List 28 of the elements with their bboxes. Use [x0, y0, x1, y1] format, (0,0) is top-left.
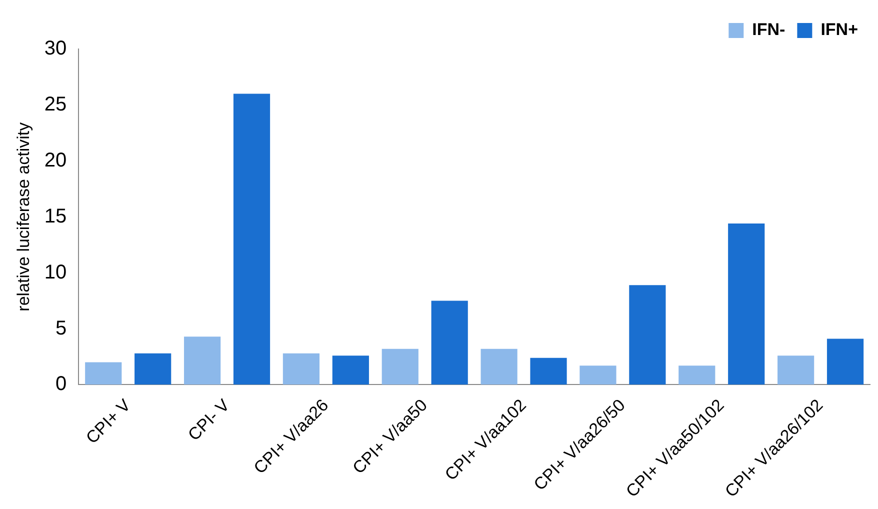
legend-label: IFN-: [752, 20, 786, 40]
bar: [629, 285, 666, 385]
y-tick-label: 20: [44, 149, 67, 172]
y-tick-label: 25: [44, 93, 67, 116]
bar: [778, 356, 814, 385]
legend-label: IFN+: [820, 20, 858, 40]
y-tick-label: 30: [44, 38, 67, 60]
bar: [826, 338, 864, 385]
bar: [530, 358, 567, 385]
bar: [382, 348, 418, 385]
bar: [728, 224, 765, 385]
bar: [480, 348, 518, 385]
bar: [85, 362, 122, 385]
bar: [282, 353, 320, 385]
bar: [332, 356, 369, 385]
bar: [184, 336, 221, 385]
x-tick-label: CPI- V: [184, 395, 234, 444]
bar: [134, 353, 172, 385]
y-tick-label: 15: [44, 205, 67, 228]
x-tick-label: CPI+ V: [82, 395, 135, 448]
bar: [678, 366, 716, 385]
bar: [431, 300, 468, 385]
y-tick-label: 5: [56, 317, 67, 340]
bar: [233, 94, 270, 385]
y-tick-label: 10: [44, 261, 67, 284]
y-axis-title: relative luciferase activity: [14, 122, 33, 312]
bar: [580, 366, 616, 385]
y-tick-label: 0: [56, 373, 67, 396]
